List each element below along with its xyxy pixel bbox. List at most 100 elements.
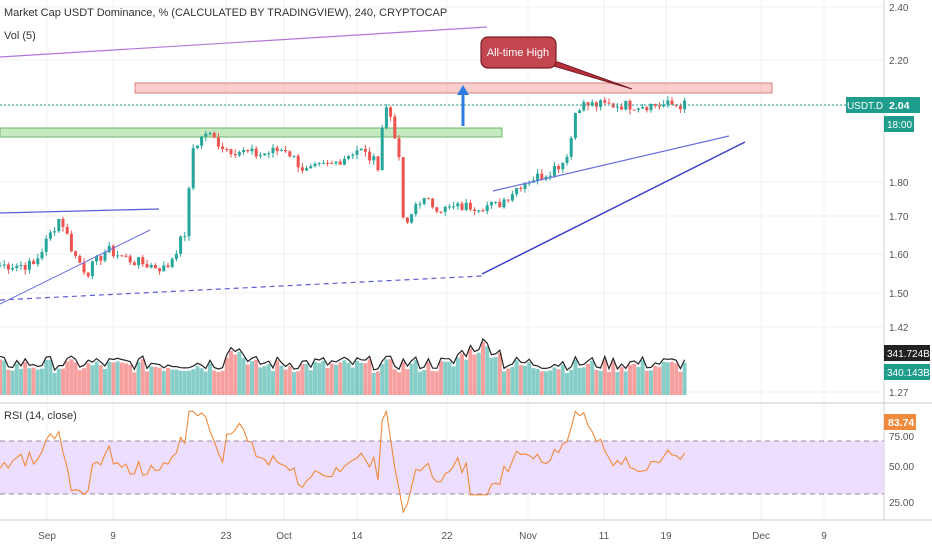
candlestick-series[interactable] [0,96,687,280]
volume-bar [518,365,523,395]
candle-body [582,102,586,111]
candle-body [355,150,359,155]
candle-body [334,161,338,164]
candle-body [162,265,166,272]
price-tick-label: 2.40 [889,3,909,14]
volume-indicator-label[interactable]: Vol (5) [4,30,36,42]
volume-bar [321,360,326,395]
all-time-high-label: All-time High [487,47,549,59]
candle-body [481,210,485,212]
candle-body [166,265,170,268]
chart-title[interactable]: Market Cap USDT Dominance, % (CALCULATED… [4,7,448,19]
volume-bar [250,361,254,395]
candle-body [435,207,439,212]
candle-body [372,156,376,161]
candle-body [359,148,363,151]
candle-body [15,265,19,268]
candle-body [519,188,523,190]
candle-body [237,152,241,156]
support-zone[interactable] [0,127,503,138]
candle-body [195,145,199,149]
volume-bar [678,371,683,395]
dashed-support-trendline[interactable] [0,275,483,301]
candle-body [473,209,477,211]
volume-bar [6,369,11,395]
rsi-band [0,441,884,494]
candle-body [23,265,27,270]
time-tick-label: Nov [519,531,537,542]
time-tick-label: 9 [110,531,116,542]
volume-bar [502,371,506,395]
candle-body [11,267,15,270]
time-tick-label: 14 [351,531,363,542]
volume-bar [275,360,280,395]
volume-bar [590,360,595,395]
candle-body [225,148,229,150]
candle-body [590,102,594,106]
volume-bar [103,368,107,395]
volume-bar [548,370,553,395]
volume-bar [422,370,427,395]
all-time-high-zone[interactable] [134,82,773,94]
time-tick-label: 23 [220,531,232,542]
volume-bar [237,351,242,395]
price-axis[interactable]: 2.40 2.20 1.80 1.70 1.60 1.50 1.42 1.27 75.00 50.… [889,3,914,509]
volume-bar [119,362,124,395]
volume-bar [636,366,641,395]
candle-body [216,137,220,147]
time-tick-label: Dec [752,531,770,542]
volume-bar [44,360,49,395]
candle-body [296,155,300,168]
volume-bar [527,362,532,395]
candle-body [158,268,162,272]
volume-bar [506,368,511,395]
volume-bar [178,370,183,395]
candle-body [401,157,405,218]
candle-body [82,262,86,273]
candle-body [36,258,40,265]
upper-trendline-top[interactable] [0,26,488,58]
volume-bar [203,371,208,395]
candle-body [443,206,447,212]
candle-body [502,199,506,208]
volume-bar [476,352,481,395]
candle-body [653,103,657,106]
candle-body [561,162,565,170]
time-tick-label: 11 [599,531,610,542]
volume-bar [287,366,292,395]
price-tick-label: 1.27 [889,388,909,399]
volume-bar [153,366,158,395]
candle-body [565,156,569,163]
rsi-tick-label: 25.00 [889,498,914,509]
volume-bar [426,361,431,395]
volume-bar [556,369,561,395]
left-rising-trendline[interactable] [0,229,151,305]
volume-bar [497,353,502,395]
all-time-high-callout[interactable]: All-time High [480,36,633,90]
candle-body [233,154,237,156]
candle-body [305,168,309,171]
volume-bar [359,362,364,395]
channel-upper-trendline[interactable] [492,135,730,192]
volume-bar [212,370,217,395]
candle-body [645,107,649,111]
rsi-indicator-label[interactable]: RSI (14, close) [4,410,77,422]
volume-bar [317,363,322,395]
volume-bar [145,371,149,395]
volume-bar [397,372,401,395]
volume-bar [31,367,36,395]
volume-bar [10,370,15,395]
left-flat-trendline[interactable] [0,208,160,214]
time-axis[interactable]: Sep 9 23 Oct 14 22 Nov 11 19 Dec 9 [38,531,827,542]
price-tick-label: 1.50 [889,289,909,300]
candle-body [657,105,661,107]
volume-bar [384,359,389,395]
channel-lower-trendline[interactable] [481,141,746,275]
rsi-line [0,409,686,514]
candle-body [271,147,275,154]
volume-bar [623,371,628,395]
time-tick-label: 9 [821,531,827,542]
volume-bar [472,354,477,395]
candle-body [90,261,94,277]
